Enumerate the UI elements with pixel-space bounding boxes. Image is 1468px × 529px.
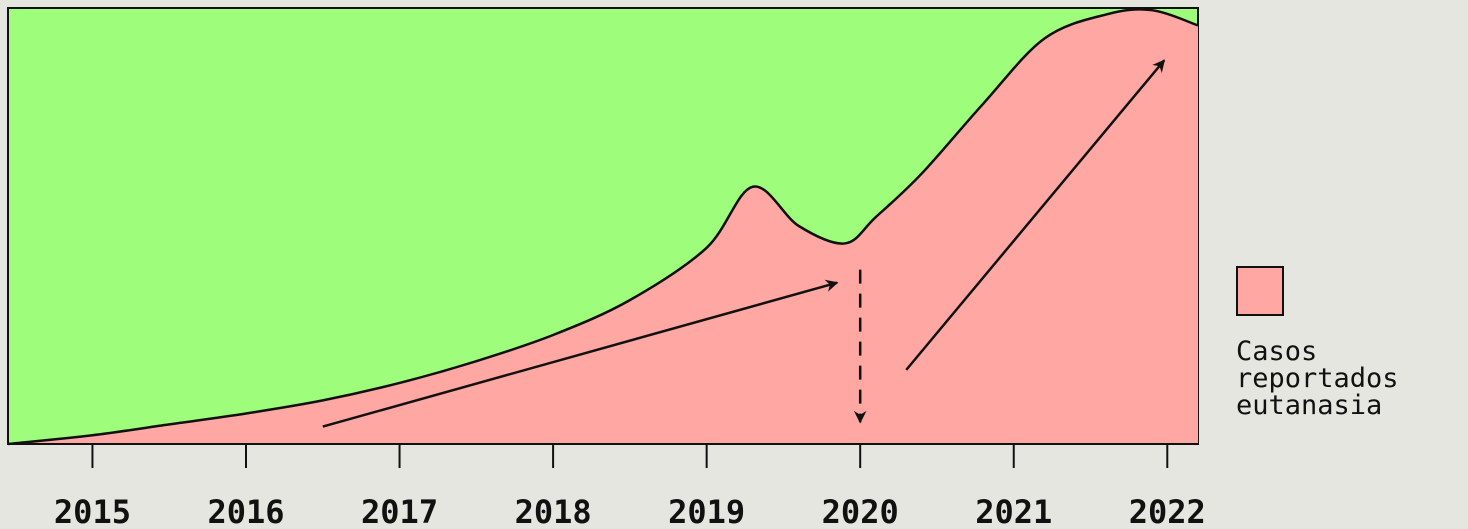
annotation-arrow [322, 279, 839, 428]
x-tick-label: 2017 [361, 493, 438, 529]
annotation-arrow [905, 59, 1166, 371]
x-tick-label: 2019 [668, 493, 745, 529]
x-tick-label: 2016 [207, 493, 284, 529]
x-tick-label: 2018 [515, 493, 592, 529]
legend: Casos reportados eutanasia [1236, 266, 1466, 419]
legend-swatch [1236, 266, 1284, 316]
x-tick-label: 2021 [975, 493, 1052, 529]
x-axis-ticks: 2015 2016 2017 2018 2019 2020 2021 2022 [54, 444, 1206, 529]
annotation-arrows [322, 59, 1166, 428]
area-series-line [7, 8, 1199, 446]
x-tick-label: 2022 [1129, 493, 1206, 529]
area-series-fill [8, 9, 1198, 444]
x-tick-label: 2020 [822, 493, 899, 529]
x-tick-label: 2015 [54, 493, 131, 529]
legend-label: Casos reportados eutanasia [1236, 336, 1399, 421]
